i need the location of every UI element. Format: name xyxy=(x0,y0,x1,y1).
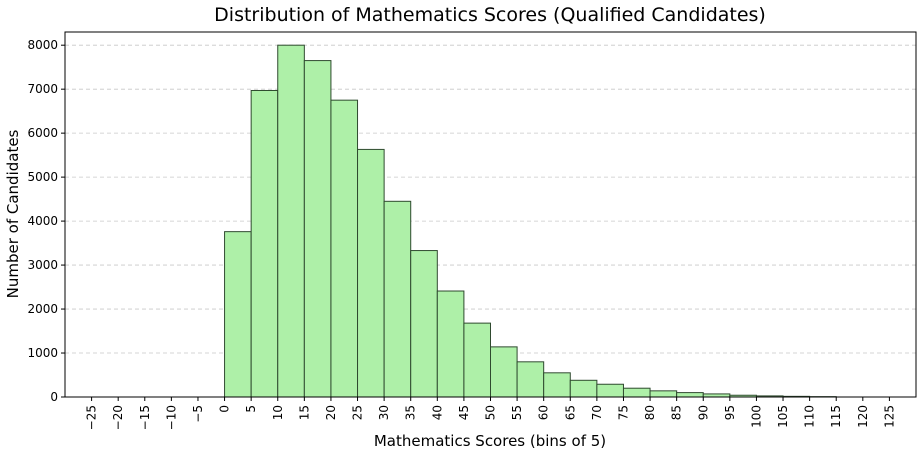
x-tick-label: −15 xyxy=(138,405,152,430)
x-tick-label: −20 xyxy=(111,405,125,430)
x-axis-ticks: −25 −20 −15 −10 −5 0 5 10 15 20 25 30 35 40 45 50 55 60 65… xyxy=(85,397,896,430)
x-tick-label: 35 xyxy=(404,405,418,420)
bars xyxy=(224,44,837,398)
y-tick-label: 7000 xyxy=(27,82,58,96)
histogram-bar xyxy=(516,361,545,398)
x-tick-label: 125 xyxy=(882,405,896,428)
x-tick-label: 60 xyxy=(537,405,551,420)
x-tick-label: 85 xyxy=(670,405,684,420)
histogram-bar xyxy=(436,290,465,398)
histogram-bar xyxy=(224,231,252,398)
x-tick-label: 95 xyxy=(723,405,737,420)
y-tick-label: 4000 xyxy=(27,214,58,228)
x-tick-label: 50 xyxy=(484,405,498,420)
x-tick-label: 110 xyxy=(803,405,817,428)
histogram-bar xyxy=(410,250,438,398)
histogram-bar xyxy=(357,148,385,398)
grid-lines xyxy=(65,44,916,354)
x-tick-label: 10 xyxy=(271,405,285,420)
x-tick-label: 90 xyxy=(696,405,710,420)
x-tick-label: 75 xyxy=(616,405,630,420)
y-tick-label: 1000 xyxy=(27,346,58,360)
y-tick-label: 6000 xyxy=(27,126,58,140)
histogram-bar xyxy=(676,392,704,398)
x-tick-label: −25 xyxy=(85,405,99,430)
x-tick-label: 80 xyxy=(643,405,657,420)
y-tick-label: 8000 xyxy=(27,38,58,52)
x-tick-label: 0 xyxy=(218,405,232,413)
y-axis-label: Number of Candidates xyxy=(4,129,22,298)
x-tick-label: 45 xyxy=(457,405,471,420)
histogram-bar xyxy=(463,322,491,398)
x-axis-label: Mathematics Scores (bins of 5) xyxy=(374,432,606,450)
x-tick-label: 15 xyxy=(297,405,311,420)
x-tick-label: 25 xyxy=(351,405,365,420)
histogram-bar xyxy=(250,89,279,398)
histogram-bar xyxy=(490,346,518,398)
histogram-bar xyxy=(622,387,651,398)
histogram-bar xyxy=(277,44,305,398)
chart-title: Distribution of Mathematics Scores (Qual… xyxy=(214,4,766,26)
histogram-bar xyxy=(649,390,678,398)
y-tick-label: 0 xyxy=(50,390,58,404)
x-tick-label: 20 xyxy=(324,405,338,420)
histogram-bar xyxy=(569,379,598,398)
x-tick-label: 65 xyxy=(563,405,577,420)
histogram-bar xyxy=(596,383,624,398)
histogram-bar xyxy=(543,372,571,398)
histogram-bar xyxy=(383,200,412,398)
x-tick-label: 40 xyxy=(430,405,444,420)
y-tick-label: 3000 xyxy=(27,258,58,272)
x-tick-label: −5 xyxy=(191,405,205,423)
x-tick-label: 70 xyxy=(590,405,604,420)
x-tick-label: 115 xyxy=(829,405,843,428)
x-tick-label: 5 xyxy=(244,405,258,413)
x-tick-label: 30 xyxy=(377,405,391,420)
x-tick-label: −10 xyxy=(164,405,178,430)
x-tick-label: 120 xyxy=(856,405,870,428)
histogram-bar xyxy=(303,60,332,398)
y-tick-label: 5000 xyxy=(27,170,58,184)
histogram-bar xyxy=(330,99,359,398)
x-tick-label: 100 xyxy=(749,405,763,428)
x-tick-label: 55 xyxy=(510,405,524,420)
x-tick-label: 105 xyxy=(776,405,790,428)
y-tick-label: 2000 xyxy=(27,302,58,316)
y-axis-ticks: 0 1000 2000 3000 4000 5000 6000 7000 8000 xyxy=(27,38,65,404)
